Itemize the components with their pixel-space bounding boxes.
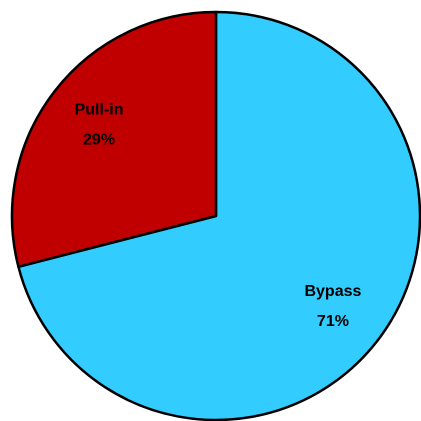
slice-value-label: 29% xyxy=(83,132,115,149)
slice-label: Bypass xyxy=(304,283,361,300)
pie-slice xyxy=(10,10,218,268)
pie-slice xyxy=(17,10,421,421)
slice-label: Pull-in xyxy=(75,102,124,119)
slice-value-label: 71% xyxy=(317,313,349,330)
